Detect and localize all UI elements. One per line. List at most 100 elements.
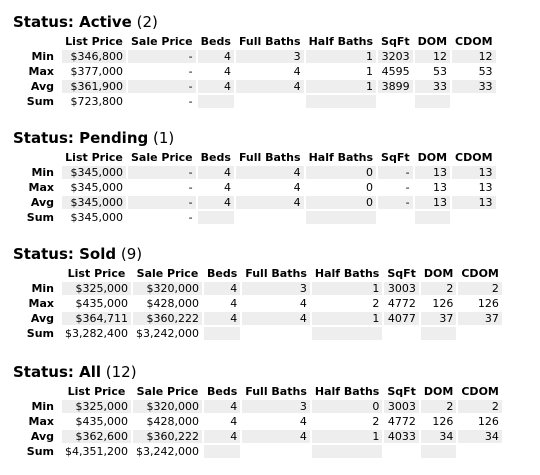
cell-list-price: $435,000 [62,297,131,310]
cell-sum-sale-price: $3,242,000 [132,327,202,340]
cell-list-price: $345,000 [62,181,126,194]
col-header-half-baths: Half Baths [314,385,380,398]
cell-full-baths: 3 [242,400,310,413]
col-header-beds: Beds [200,151,231,164]
table-row-max: Max $435,000 $428,000 4 4 2 4772 126 126 [14,297,502,310]
cell-half-baths: 2 [311,415,383,428]
stats-table-active: List Price Sale Price Beds Full Baths Ha… [12,33,498,110]
cell-sum-list-price: $345,000 [62,211,126,224]
row-label: Min [31,166,54,179]
cell-half-baths: 1 [311,430,383,443]
empty-cell [305,95,377,108]
cell-dom: 2 [420,400,457,413]
empty-cell [242,445,310,458]
row-label: Max [28,181,54,194]
cell-sqft: 3203 [378,50,413,63]
row-label: Sum [26,211,54,224]
cell-dom: 13 [414,196,451,209]
cell-half-baths: 1 [305,65,377,78]
empty-cell [420,445,457,458]
stats-table-sold: List Price Sale Price Beds Full Baths Ha… [12,265,504,342]
cell-full-baths: 4 [235,65,304,78]
cell-dom: 53 [414,65,451,78]
empty-cell [384,327,419,340]
empty-cell [197,95,234,108]
col-header-list-price: List Price [65,35,123,48]
cell-sqft: - [378,181,413,194]
cell-sale-price: - [128,50,196,63]
col-header-sale-price: Sale Price [131,35,193,48]
cell-cdom: 2 [458,400,502,413]
cell-list-price: $325,000 [62,400,131,413]
table-row-max: Max $377,000 - 4 4 1 4595 53 53 [14,65,496,78]
stats-table-all: List Price Sale Price Beds Full Baths Ha… [12,383,504,460]
empty-cell [378,211,413,224]
cell-beds: 4 [203,297,241,310]
cell-beds: 4 [197,196,234,209]
section-title: Status: Sold (9) [13,245,142,263]
cell-beds: 4 [203,400,241,413]
cell-sum-sale-price: - [128,95,196,108]
cell-list-price: $345,000 [62,166,126,179]
cell-beds: 4 [203,282,241,295]
row-label: Avg [30,312,54,325]
col-header-sqft: SqFt [381,151,410,164]
cell-sale-price: $428,000 [132,415,202,428]
row-label: Avg [30,196,54,209]
status-label: Status: Sold [13,245,117,263]
table-row-avg: Avg $361,900 - 4 4 1 3899 33 33 [14,80,496,93]
empty-cell [242,327,310,340]
col-header-sale-price: Sale Price [136,385,199,398]
empty-cell [414,95,451,108]
col-header-sale-price: Sale Price [136,267,199,280]
cell-half-baths: 1 [305,50,377,63]
col-header-cdom: CDOM [461,267,499,280]
cell-sqft: 3003 [384,400,419,413]
cell-beds: 4 [197,65,234,78]
empty-cell [458,327,502,340]
table-row-sum: Sum $4,351,200 $3,242,000 [14,445,502,458]
cell-beds: 4 [203,430,241,443]
corner-cell [14,151,60,164]
cell-cdom: 53 [452,65,496,78]
col-header-list-price: List Price [67,385,126,398]
cell-sale-price: - [128,196,196,209]
cell-sum-list-price: $3,282,400 [62,327,131,340]
cell-cdom: 126 [458,415,502,428]
cell-dom: 126 [420,297,457,310]
table-row-min: Min $325,000 $320,000 4 3 1 3003 2 2 [14,282,502,295]
empty-cell [458,445,502,458]
cell-sqft: 4772 [384,297,419,310]
cell-dom: 2 [420,282,457,295]
col-header-full-baths: Full Baths [245,267,307,280]
cell-sqft: 4772 [384,415,419,428]
cell-list-price: $345,000 [62,196,126,209]
cell-cdom: 12 [452,50,496,63]
cell-beds: 4 [197,181,234,194]
col-header-beds: Beds [200,35,231,48]
section-title: Status: Active (2) [13,13,158,31]
cell-full-baths: 4 [242,415,310,428]
cell-beds: 4 [197,80,234,93]
cell-dom: 34 [420,430,457,443]
cell-sqft: 4033 [384,430,419,443]
cell-sale-price: - [128,80,196,93]
cell-dom: 13 [414,166,451,179]
empty-cell [235,95,304,108]
col-header-sqft: SqFt [387,267,416,280]
cell-half-baths: 1 [311,312,383,325]
col-header-sqft: SqFt [387,385,416,398]
col-header-full-baths: Full Baths [238,35,301,48]
cell-sqft: - [378,166,413,179]
col-header-dom: DOM [423,267,454,280]
empty-cell [452,95,496,108]
cell-sale-price: $320,000 [132,400,202,413]
cell-sum-list-price: $4,351,200 [62,445,131,458]
cell-sum-sale-price: - [128,211,196,224]
cell-list-price: $361,900 [62,80,126,93]
status-count: (1) [153,129,175,147]
status-count: (2) [136,13,158,31]
cell-full-baths: 4 [235,166,304,179]
cell-dom: 12 [414,50,451,63]
cell-half-baths: 1 [311,282,383,295]
